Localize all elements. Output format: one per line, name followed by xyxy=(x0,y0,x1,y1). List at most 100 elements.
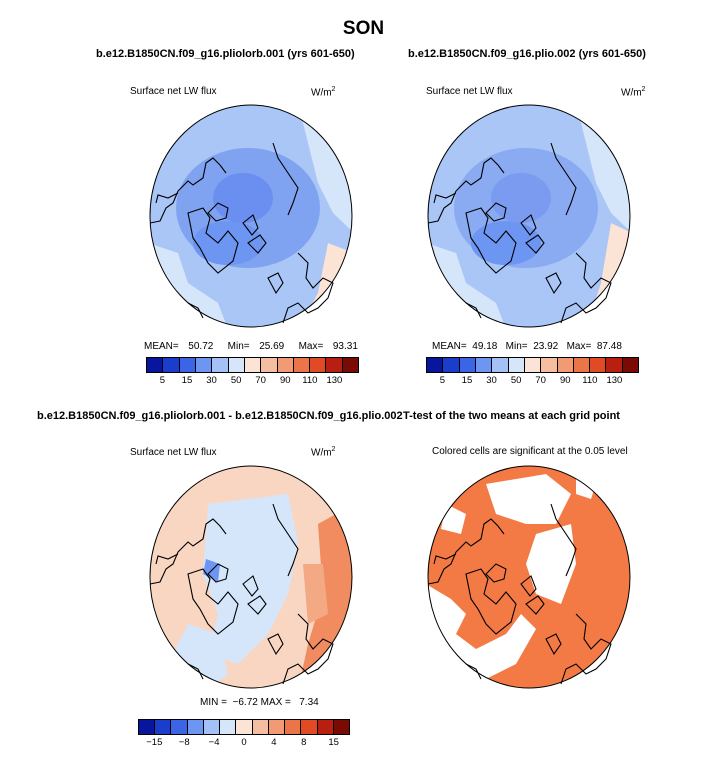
colorbar-swatch xyxy=(285,720,302,734)
colorbar-tick-label: −8 xyxy=(178,737,190,748)
colorbar-swatch xyxy=(310,358,327,372)
panel4-polar-map xyxy=(427,465,631,689)
colorbar-swatch xyxy=(459,358,476,372)
colorbar-tick-label: 15 xyxy=(181,375,193,386)
season-title: SON xyxy=(342,18,385,39)
panel4-nonsig-center xyxy=(526,524,576,604)
colorbar-swatch xyxy=(326,358,343,372)
colorbar-swatch xyxy=(203,720,221,734)
panel1-colorbar-ticks: 5 15 30 50 70 90 110 130 xyxy=(146,375,357,387)
colorbar-swatch xyxy=(236,720,253,734)
colorbar-swatch xyxy=(244,358,262,372)
panel3-unit: W/m2 xyxy=(311,446,335,458)
panel4-nonsig-north xyxy=(486,474,571,524)
colorbar-tick-label: 50 xyxy=(230,375,242,386)
colorbar-swatch xyxy=(317,720,334,734)
panel2-unit-exp: 2 xyxy=(641,86,646,93)
panel3-min-label: MIN = xyxy=(200,697,227,708)
colorbar-swatch xyxy=(541,358,558,372)
colorbar-swatch xyxy=(622,358,639,372)
colorbar-swatch xyxy=(212,358,229,372)
colorbar-swatch xyxy=(427,358,444,372)
colorbar-swatch xyxy=(524,358,542,372)
panel2-max-label: Max= xyxy=(566,341,592,352)
panel3-max-value: 7.34 xyxy=(299,697,319,708)
colorbar-tick-label: 90 xyxy=(279,375,291,386)
panel2-mean-label: MEAN= xyxy=(432,341,467,352)
panel2-map-border xyxy=(427,104,631,328)
colorbar-swatch xyxy=(342,358,359,372)
panel2-min-value: 23.92 xyxy=(533,341,559,352)
panel4-note: Colored cells are significant at the 0.0… xyxy=(432,446,628,457)
colorbar-swatch xyxy=(268,720,286,734)
colorbar-swatch xyxy=(195,358,213,372)
colorbar-tick-label: 110 xyxy=(302,375,318,386)
colorbar-swatch xyxy=(228,358,245,372)
panel4-title: T-test of the two means at each grid poi… xyxy=(403,410,620,422)
panel2-unit-text: W/m xyxy=(621,87,642,99)
colorbar-tick-label: 30 xyxy=(206,375,217,386)
panel4-coastlines xyxy=(427,503,612,685)
panel2-colorbar-ticks: 5 15 30 50 70 90 110 130 xyxy=(426,375,637,387)
colorbar-swatch xyxy=(443,358,460,372)
panel3-title: b.e12.B1850CN.f09_g16.pliolorb.001 - b.e… xyxy=(37,410,403,422)
colorbar-tick-label: 30 xyxy=(486,375,497,386)
panel3-polar-map xyxy=(149,465,353,689)
colorbar-swatch xyxy=(187,720,204,734)
colorbar-tick-label: −4 xyxy=(208,737,220,748)
panel2-var-label: Surface net LW flux xyxy=(426,86,513,97)
panel3-var-label: Surface net LW flux xyxy=(130,447,217,458)
panel1-pole-field xyxy=(213,173,273,223)
colorbar-tick-label: 8 xyxy=(301,737,307,748)
panel2-pole-field xyxy=(491,173,551,223)
colorbar-tick-label: 130 xyxy=(326,375,343,386)
colorbar-tick-label: 90 xyxy=(559,375,571,386)
colorbar-swatch xyxy=(147,358,164,372)
colorbar-swatch xyxy=(139,720,156,734)
panel1-min-label: Min= xyxy=(227,341,250,352)
panel1-mean-value: 50.72 xyxy=(188,341,214,352)
colorbar-swatch xyxy=(163,358,180,372)
panel1-unit: W/m2 xyxy=(311,86,335,98)
panel1-var-label: Surface net LW flux xyxy=(130,86,217,97)
panel2-stats: MEAN= 49.18 Min= 23.92 Max= 87.48 xyxy=(432,341,622,352)
colorbar-tick-label: 110 xyxy=(582,375,598,386)
colorbar-tick-label: 5 xyxy=(439,375,446,386)
colorbar-swatch xyxy=(155,720,172,734)
colorbar-swatch xyxy=(261,358,278,372)
panel2-colorbar xyxy=(426,357,639,373)
colorbar-swatch xyxy=(606,358,623,372)
panel1-polar-map xyxy=(149,104,353,328)
colorbar-swatch xyxy=(277,358,294,372)
colorbar-swatch xyxy=(475,358,493,372)
panel1-map-border xyxy=(149,104,353,328)
panel3-atlantic-mid xyxy=(303,564,328,624)
panel2-polar-map xyxy=(427,104,631,328)
panel2-max-value: 87.48 xyxy=(596,341,622,352)
panel2-pacific-warm xyxy=(428,283,446,327)
colorbar-swatch xyxy=(590,358,607,372)
colorbar-tick-label: 5 xyxy=(159,375,166,386)
colorbar-tick-label: −15 xyxy=(146,737,163,748)
panel1-unit-text: W/m xyxy=(311,87,332,99)
colorbar-swatch xyxy=(171,720,188,734)
colorbar-swatch xyxy=(301,720,318,734)
panel2-greenland-field xyxy=(471,221,541,265)
colorbar-swatch xyxy=(333,720,350,734)
colorbar-swatch xyxy=(557,358,574,372)
panel4-map-border xyxy=(427,465,631,689)
panel1-stats: MEAN= 50.72 Min= 25.69 Max= 93.31 xyxy=(144,341,358,352)
panel2-unit: W/m2 xyxy=(621,86,645,98)
panel1-coastlines xyxy=(149,142,334,324)
panel2-title: b.e12.B1850CN.f09_g16.plio.002 (yrs 601-… xyxy=(408,48,646,60)
colorbar-swatch xyxy=(492,358,509,372)
colorbar-tick-label: 15 xyxy=(328,737,339,748)
colorbar-swatch xyxy=(179,358,196,372)
panel3-colorbar xyxy=(138,719,350,735)
panel1-colorbar xyxy=(146,357,359,373)
colorbar-tick-label: 15 xyxy=(461,375,473,386)
panel3-stats: MIN = −6.72 MAX = 7.34 xyxy=(200,697,319,708)
colorbar-tick-label: 50 xyxy=(510,375,522,386)
colorbar-tick-label: 70 xyxy=(535,375,546,386)
panel1-greenland-field xyxy=(193,221,263,265)
